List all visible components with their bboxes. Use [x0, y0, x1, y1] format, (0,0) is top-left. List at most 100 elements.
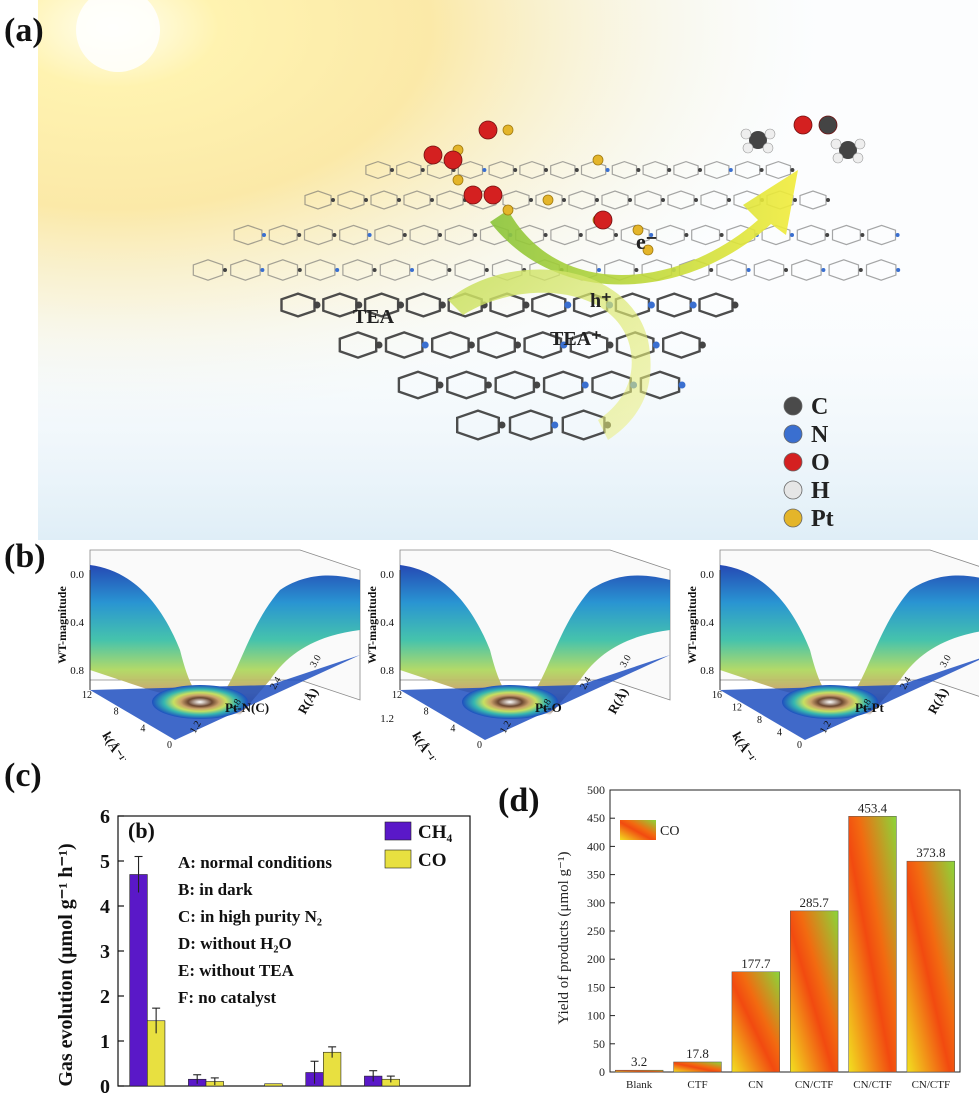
lattice-ring	[691, 224, 721, 246]
lattice-ring	[667, 190, 695, 210]
chart-d-bars: 3.2 17.8 177.7 285.7 453.4 373.8	[615, 800, 955, 1073]
chart-c-ytick-label: 6	[100, 806, 110, 828]
wt-r-tick: 2.4	[578, 675, 594, 691]
chart-d-data-label: 3.2	[631, 1054, 647, 1069]
chart-c-legend-label: CO	[418, 850, 447, 871]
lattice-ring	[384, 331, 424, 359]
lattice-ring	[585, 224, 615, 246]
lattice-ring	[431, 331, 470, 359]
pt-atom	[452, 174, 464, 186]
pt-atom	[542, 194, 554, 206]
molecule-atom	[423, 145, 443, 165]
legend-atom-o-label: O	[811, 450, 830, 476]
chart-d-ytick-label: 200	[587, 952, 605, 966]
lattice-ring	[620, 224, 650, 246]
wavelet-plot-pt-n: Pt-N(C) 0.0 0.4 0.8WT-magnitude 12 8 4 0 k(Å⁻¹) 3…	[55, 549, 361, 760]
co-yield-chart: 0 50 100 150 200 250 300 350 400 450 500 Blank CTF CN…	[556, 783, 961, 1094]
wt-surface	[90, 565, 360, 715]
wt-k-tick: 8	[757, 715, 762, 726]
wt-k-tick: 8	[114, 707, 119, 718]
lattice-ring	[363, 292, 400, 318]
wt-z-tick: 0.4	[700, 617, 714, 629]
lattice-ring	[230, 259, 261, 281]
wt-k-label: k(Å⁻¹)	[729, 729, 760, 760]
lattice-ring	[753, 259, 785, 281]
lattice-ring	[796, 224, 826, 246]
wt-z-tick: 0.8	[70, 665, 84, 677]
chart-d-ytick-label: 0	[599, 1065, 605, 1079]
lattice-ring	[403, 190, 431, 210]
lattice-atom	[821, 268, 826, 272]
lattice-atom	[372, 268, 377, 272]
lattice-atom	[694, 198, 698, 202]
methane-hydrogen	[742, 142, 754, 154]
legend-atom-c-label: C	[811, 394, 828, 420]
chart-c-annotation: F: no catalyst	[178, 988, 277, 1007]
lattice-atom	[484, 268, 489, 272]
lattice-atom	[297, 233, 302, 237]
legend-atom-h-label: H	[811, 478, 830, 504]
lattice-atom	[355, 301, 363, 309]
lattice-atom	[438, 301, 446, 309]
lattice-atom	[436, 381, 444, 389]
wt-surface	[720, 565, 979, 715]
wavelet-transform-plots: Pt-N(C)0.00.40.8WT-magnitude12840k(Å⁻¹)3…	[55, 549, 979, 760]
lattice-atom	[331, 198, 335, 202]
methane-hydrogen	[832, 152, 844, 164]
chart-d-xtick-label: CN/CTF	[853, 1079, 892, 1091]
lattice-ring	[799, 190, 827, 210]
methane-hydrogen	[764, 128, 776, 140]
wt-r-tick: 1.8	[538, 697, 554, 713]
lattice-atom	[605, 168, 610, 172]
wt-r-label: R(Å)	[605, 685, 632, 716]
panel-label-b: (b)	[4, 538, 46, 575]
gas-evolution-chart: 0123456ABCDEF (b) A: normal conditionsB:…	[55, 806, 471, 1094]
pt-atom	[592, 154, 604, 166]
lattice-atom	[397, 301, 405, 309]
lattice-atom	[223, 268, 227, 272]
wt-z-tick: 0.8	[700, 665, 714, 677]
lattice-atom	[698, 341, 706, 349]
wt-k-tick: 8	[424, 707, 429, 718]
chart-c-annotation: D: without H₂O	[178, 934, 292, 953]
hole-transfer-arrow	[448, 269, 651, 440]
lattice-ring	[365, 160, 391, 180]
wt-r-label: R(Å)	[295, 685, 322, 716]
chart-d-bar	[790, 910, 839, 1073]
lattice-atom	[731, 301, 739, 309]
lattice-atom	[420, 168, 425, 172]
chart-c-ytick-label: 5	[100, 851, 110, 873]
wt-k-tick: 0	[797, 740, 802, 751]
wt-k-tick: 0	[167, 740, 172, 751]
lattice-atom	[543, 233, 548, 237]
molecule-atom	[463, 185, 483, 205]
lattice-atom	[533, 381, 541, 389]
chart-d-bar	[731, 971, 781, 1073]
lattice-ring	[374, 224, 404, 246]
pt-atom	[632, 224, 644, 236]
lattice-atom	[313, 301, 321, 309]
lattice-atom	[562, 198, 566, 202]
lattice-atom	[719, 233, 724, 237]
lattice-atom	[895, 233, 900, 237]
lattice-ring	[580, 160, 607, 180]
lattice-atom	[746, 268, 751, 272]
wt-k-tick: 4	[140, 723, 145, 734]
chart-c-ytick-label: 3	[100, 941, 110, 963]
chart-d-xtick-label: CN	[748, 1079, 763, 1091]
chart-d-ytick-label: 100	[587, 1009, 605, 1023]
lattice-ring	[734, 160, 761, 180]
wt-r-tick: 3.0	[308, 653, 324, 669]
lattice-ring	[370, 190, 398, 210]
legend-atom-n-icon	[783, 424, 803, 444]
wt-contour-peak	[782, 685, 878, 719]
lattice-ring	[405, 292, 442, 318]
pt-atom	[502, 204, 514, 216]
legend-atom-h-icon	[783, 480, 803, 500]
tea-label: TEA	[353, 306, 395, 328]
lattice-ring	[339, 224, 369, 246]
chart-d-data-label: 17.8	[686, 1046, 709, 1061]
lattice-atom	[858, 268, 863, 272]
lattice-atom	[473, 233, 478, 237]
